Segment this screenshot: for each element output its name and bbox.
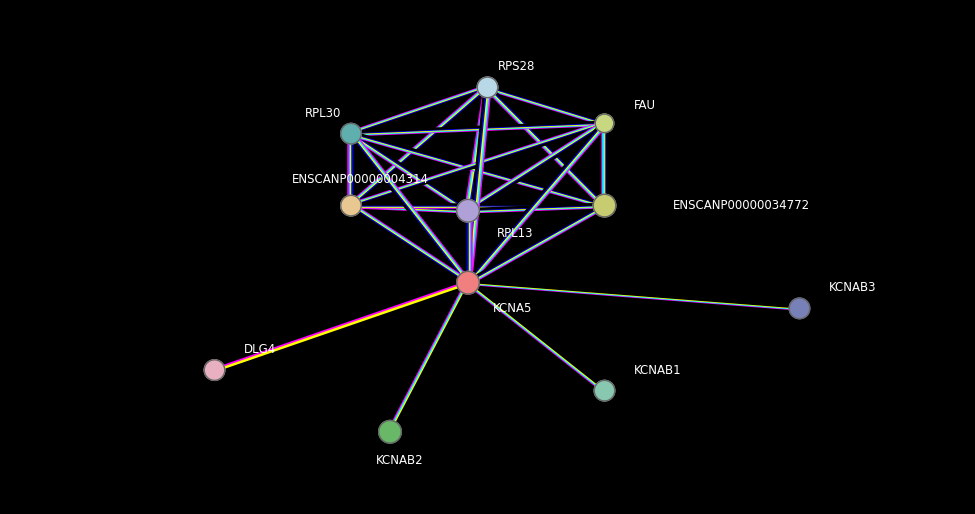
Text: KCNAB1: KCNAB1 bbox=[634, 363, 682, 377]
Ellipse shape bbox=[456, 199, 480, 222]
Text: RPL13: RPL13 bbox=[497, 227, 533, 241]
Ellipse shape bbox=[340, 123, 362, 144]
Text: DLG4: DLG4 bbox=[244, 343, 276, 356]
Text: KCNAB2: KCNAB2 bbox=[376, 453, 423, 467]
Text: FAU: FAU bbox=[634, 99, 656, 112]
Ellipse shape bbox=[378, 420, 402, 443]
Ellipse shape bbox=[477, 77, 498, 98]
Ellipse shape bbox=[596, 114, 613, 133]
Ellipse shape bbox=[456, 271, 480, 294]
Text: ENSCANP00000004314: ENSCANP00000004314 bbox=[292, 173, 429, 187]
Text: RPL30: RPL30 bbox=[305, 106, 341, 120]
Ellipse shape bbox=[789, 298, 810, 319]
Ellipse shape bbox=[593, 194, 616, 217]
Ellipse shape bbox=[594, 380, 615, 401]
Text: KCNAB3: KCNAB3 bbox=[829, 281, 877, 295]
Text: ENSCANP00000034772: ENSCANP00000034772 bbox=[673, 199, 810, 212]
Ellipse shape bbox=[204, 360, 225, 380]
Text: RPS28: RPS28 bbox=[498, 60, 535, 74]
Text: KCNA5: KCNA5 bbox=[492, 302, 531, 315]
Ellipse shape bbox=[340, 195, 362, 216]
